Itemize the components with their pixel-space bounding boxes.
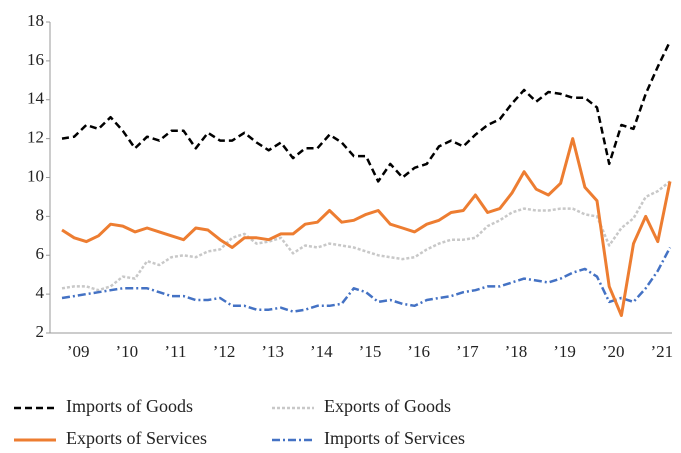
x-tick-label: ’14	[310, 342, 333, 361]
legend-label: Exports of Services	[66, 428, 207, 448]
x-tick-label: ’10	[115, 342, 138, 361]
series-line	[61, 137, 672, 317]
x-tick-label: ’09	[67, 342, 90, 361]
y-tick-label: 2	[36, 322, 45, 341]
y-tick-label: 4	[36, 283, 45, 302]
y-tick-label: 16	[27, 50, 44, 69]
legend: Imports of Goods Exports of Goods Exports …	[14, 396, 465, 448]
y-tick-label: 18	[27, 11, 44, 30]
x-tick-label: ’18	[505, 342, 528, 361]
x-tick-label: ’13	[261, 342, 284, 361]
y-tick-label: 14	[27, 89, 45, 108]
x-tick-label: ’17	[456, 342, 479, 361]
series-line	[61, 40, 672, 183]
series-line	[61, 180, 671, 292]
x-tick-label: ’16	[407, 342, 430, 361]
x-tick-label: ’15	[359, 342, 382, 361]
x-tick-label: ’21	[651, 342, 674, 361]
legend-label: Imports of Goods	[66, 396, 193, 416]
x-tick-label: ’20	[602, 342, 625, 361]
series-line	[61, 246, 672, 313]
y-tick-label: 8	[36, 205, 45, 224]
y-tick-label: 12	[27, 128, 44, 147]
y-tick-label: 6	[36, 244, 45, 263]
legend-label: Exports of Goods	[324, 396, 451, 416]
legend-label: Imports of Services	[324, 428, 465, 448]
x-tick-label: ’11	[164, 342, 186, 361]
x-tick-label: ’12	[213, 342, 236, 361]
x-tick-label: ’19	[553, 342, 576, 361]
y-tick-label: 10	[27, 166, 44, 185]
